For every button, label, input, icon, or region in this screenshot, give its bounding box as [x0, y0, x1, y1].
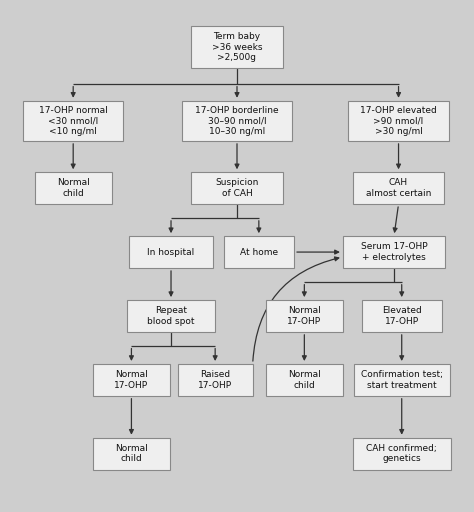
- FancyBboxPatch shape: [129, 236, 213, 268]
- Text: Normal
17-OHP: Normal 17-OHP: [287, 306, 321, 326]
- Text: Serum 17-OHP
+ electrolytes: Serum 17-OHP + electrolytes: [361, 242, 427, 262]
- Text: Term baby
>36 weeks
>2,500g: Term baby >36 weeks >2,500g: [212, 32, 262, 62]
- FancyBboxPatch shape: [35, 172, 112, 204]
- Text: Normal
child: Normal child: [288, 370, 321, 390]
- Text: At home: At home: [240, 248, 278, 257]
- FancyBboxPatch shape: [353, 172, 444, 204]
- FancyBboxPatch shape: [23, 101, 123, 141]
- FancyBboxPatch shape: [353, 438, 451, 470]
- Text: CAH confirmed;
genetics: CAH confirmed; genetics: [366, 444, 437, 463]
- Text: Normal
17-OHP: Normal 17-OHP: [114, 370, 148, 390]
- Text: Repeat
blood spot: Repeat blood spot: [147, 306, 195, 326]
- FancyBboxPatch shape: [93, 364, 170, 396]
- Text: Confirmation test;
start treatment: Confirmation test; start treatment: [361, 370, 443, 390]
- Text: Elevated
17-OHP: Elevated 17-OHP: [382, 306, 421, 326]
- Text: In hospital: In hospital: [147, 248, 195, 257]
- FancyBboxPatch shape: [224, 236, 294, 268]
- FancyBboxPatch shape: [265, 300, 343, 332]
- FancyBboxPatch shape: [178, 364, 253, 396]
- FancyBboxPatch shape: [354, 364, 449, 396]
- FancyBboxPatch shape: [93, 438, 170, 470]
- FancyBboxPatch shape: [348, 101, 448, 141]
- FancyArrowPatch shape: [253, 257, 339, 361]
- Text: Normal
child: Normal child: [57, 179, 90, 198]
- FancyBboxPatch shape: [265, 364, 343, 396]
- Text: 17-OHP elevated
>90 nmol/l
>30 ng/ml: 17-OHP elevated >90 nmol/l >30 ng/ml: [360, 106, 437, 136]
- Text: Normal
child: Normal child: [115, 444, 148, 463]
- Text: CAH
almost certain: CAH almost certain: [366, 179, 431, 198]
- FancyBboxPatch shape: [182, 101, 292, 141]
- Text: Raised
17-OHP: Raised 17-OHP: [198, 370, 232, 390]
- Text: Suspicion
of CAH: Suspicion of CAH: [215, 179, 259, 198]
- Text: 17-OHP normal
<30 nmol/l
<10 ng/ml: 17-OHP normal <30 nmol/l <10 ng/ml: [39, 106, 108, 136]
- FancyBboxPatch shape: [191, 172, 283, 204]
- FancyBboxPatch shape: [362, 300, 442, 332]
- FancyBboxPatch shape: [191, 26, 283, 68]
- FancyBboxPatch shape: [127, 300, 215, 332]
- FancyBboxPatch shape: [343, 236, 445, 268]
- Text: 17-OHP borderline
30–90 nmol/l
10–30 ng/ml: 17-OHP borderline 30–90 nmol/l 10–30 ng/…: [195, 106, 279, 136]
